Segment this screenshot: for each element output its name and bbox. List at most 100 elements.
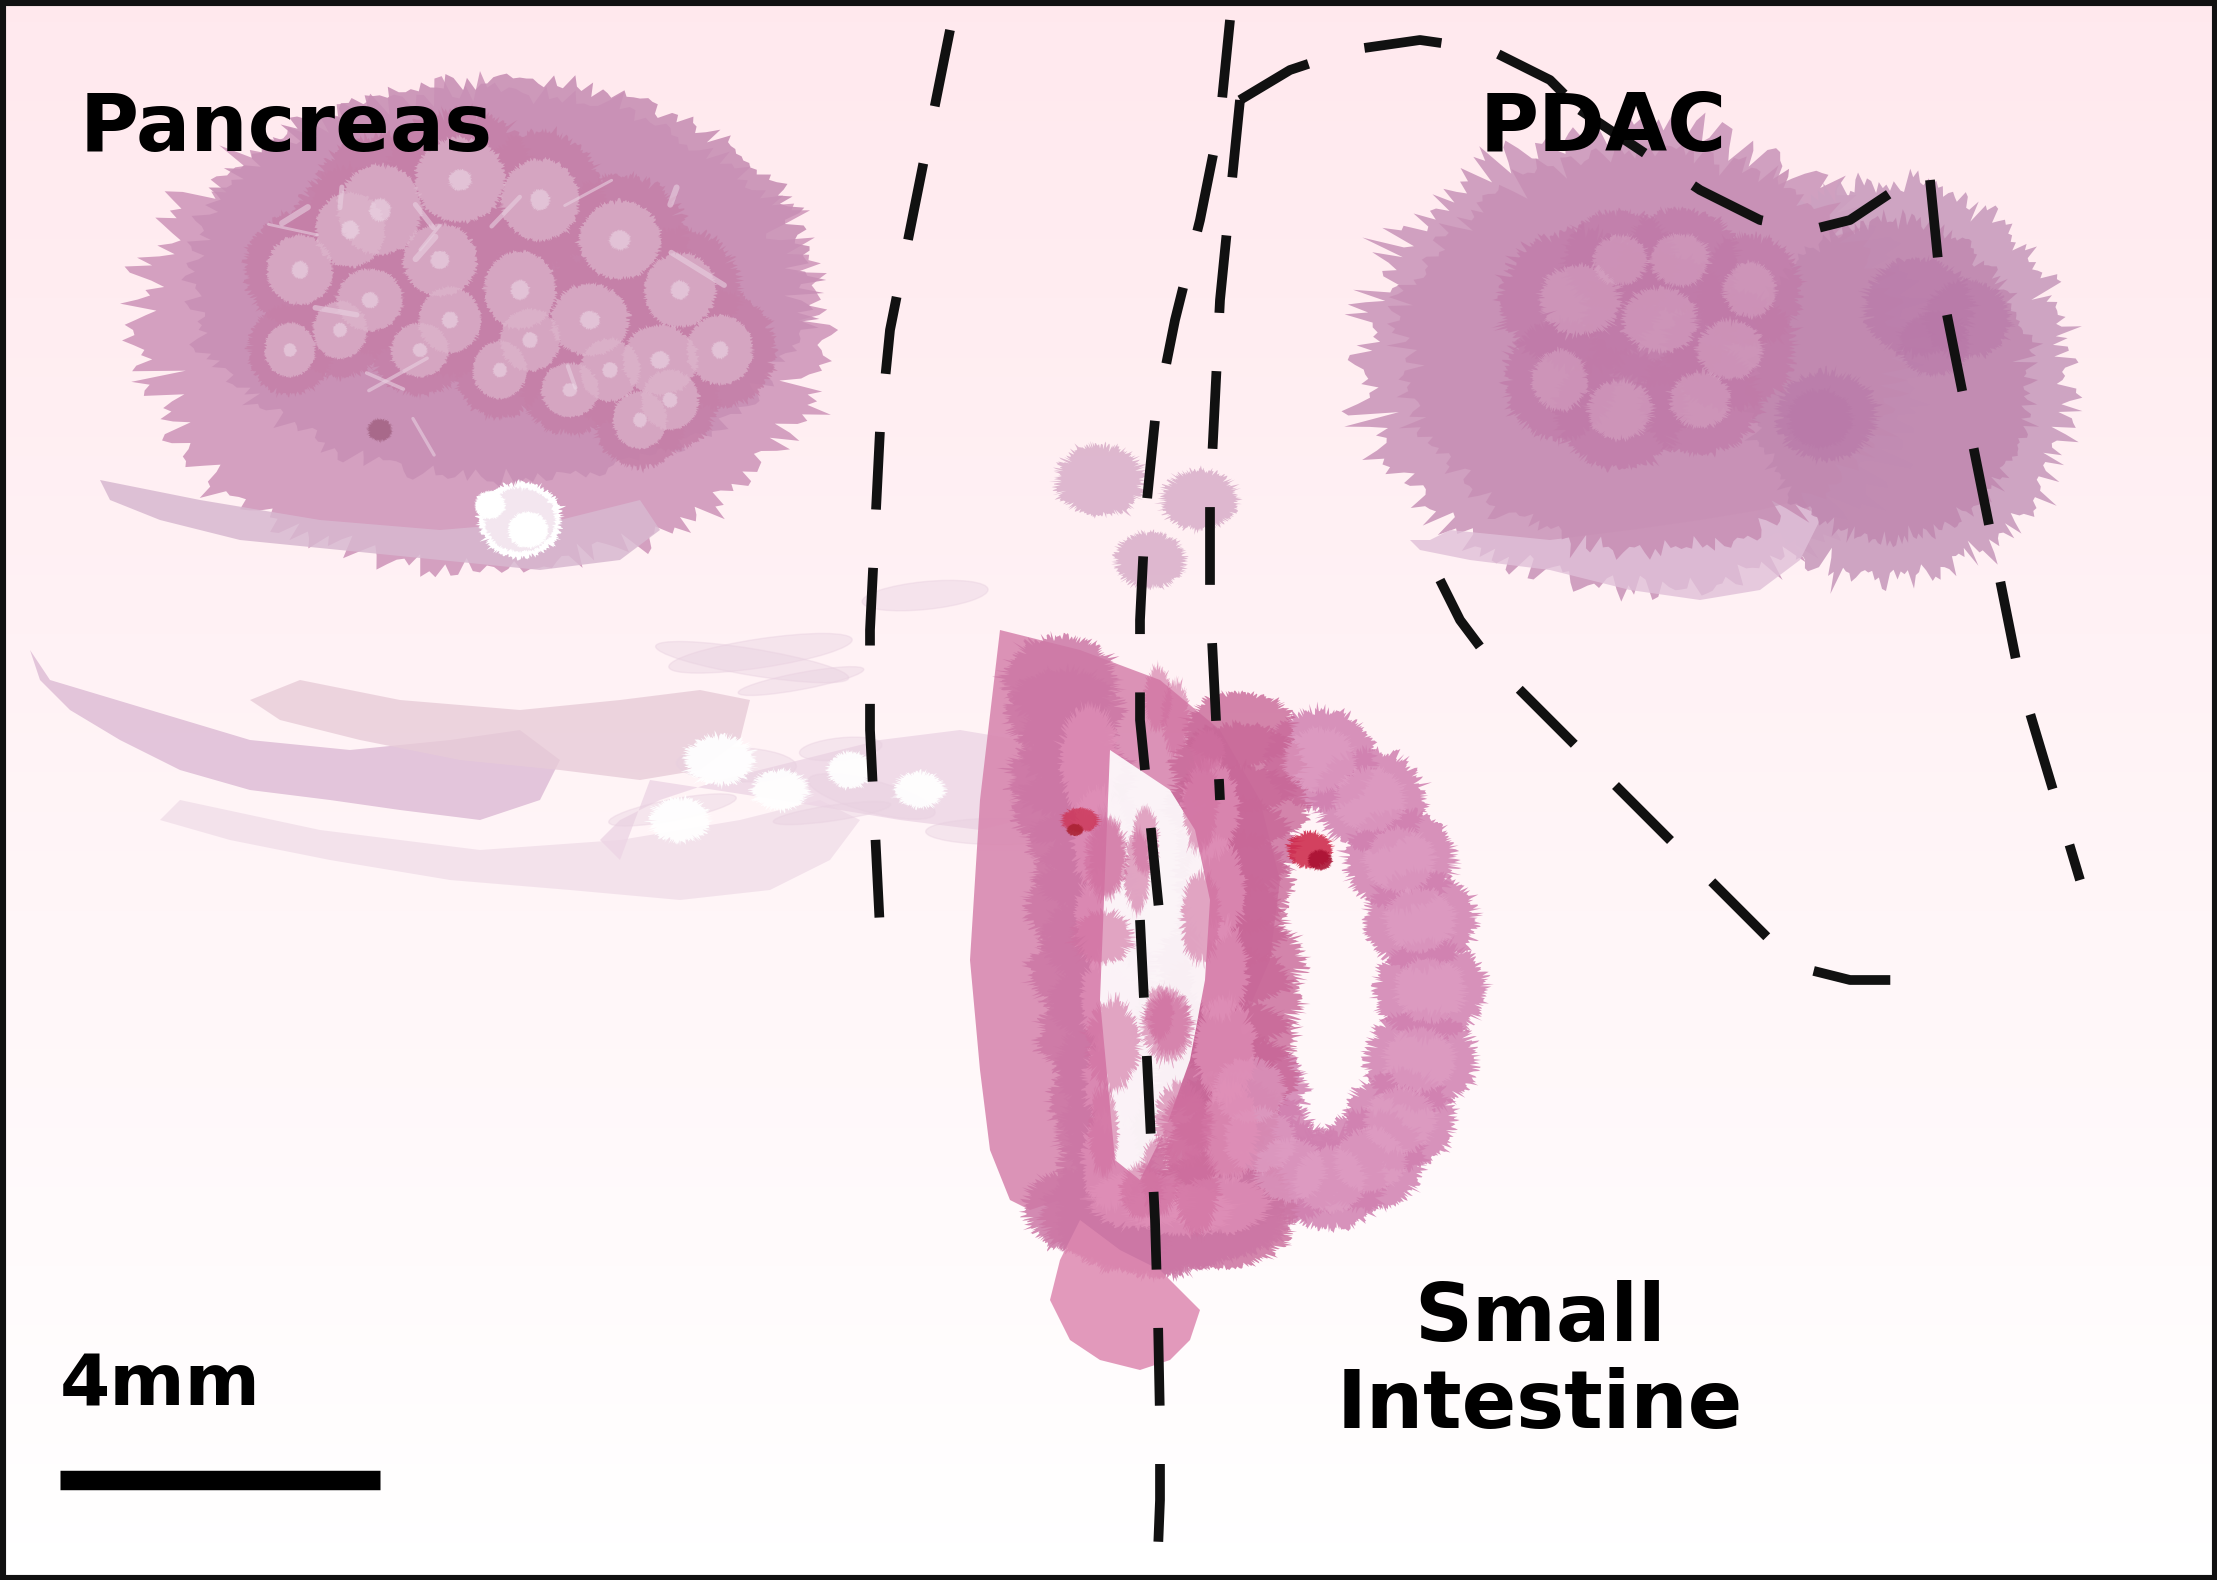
Polygon shape: [1148, 1147, 1293, 1237]
Polygon shape: [574, 198, 663, 281]
Bar: [0, 1245, 2217, 1264]
Bar: [0, 888, 2217, 908]
Polygon shape: [31, 649, 561, 820]
Polygon shape: [1199, 1164, 1301, 1255]
Polygon shape: [1197, 1085, 1321, 1194]
Polygon shape: [366, 417, 395, 444]
Polygon shape: [1222, 1104, 1301, 1177]
Polygon shape: [521, 332, 539, 349]
Polygon shape: [1137, 989, 1197, 1071]
Ellipse shape: [656, 641, 849, 683]
Bar: [0, 1204, 2217, 1224]
Polygon shape: [1142, 915, 1310, 1008]
Bar: [0, 0, 2217, 19]
Polygon shape: [290, 278, 388, 382]
Ellipse shape: [862, 580, 989, 611]
Polygon shape: [1064, 823, 1084, 837]
Bar: [0, 632, 2217, 651]
Polygon shape: [1064, 907, 1140, 972]
Polygon shape: [1696, 169, 2082, 594]
Polygon shape: [1171, 793, 1306, 897]
Bar: [0, 592, 2217, 611]
Polygon shape: [1038, 962, 1148, 1044]
Polygon shape: [561, 382, 579, 397]
Polygon shape: [1774, 365, 1882, 466]
Polygon shape: [1306, 1106, 1432, 1215]
Bar: [0, 316, 2217, 337]
Polygon shape: [1084, 814, 1131, 901]
Polygon shape: [1157, 1172, 1279, 1237]
Polygon shape: [825, 749, 876, 790]
Polygon shape: [971, 630, 1279, 1210]
Polygon shape: [1159, 1103, 1288, 1201]
Polygon shape: [1337, 807, 1463, 916]
Polygon shape: [1071, 864, 1140, 976]
Polygon shape: [1658, 284, 1805, 416]
Bar: [0, 1501, 2217, 1520]
Polygon shape: [1120, 1191, 1217, 1281]
Bar: [0, 830, 2217, 850]
Polygon shape: [1171, 872, 1293, 976]
Polygon shape: [670, 280, 689, 300]
Text: Pancreas: Pancreas: [80, 90, 492, 167]
Polygon shape: [1175, 755, 1244, 869]
Bar: [0, 771, 2217, 790]
Bar: [0, 750, 2217, 771]
Bar: [0, 493, 2217, 514]
Polygon shape: [264, 321, 317, 378]
Polygon shape: [1053, 1176, 1153, 1266]
Polygon shape: [1341, 112, 1942, 602]
Bar: [0, 1441, 2217, 1462]
Bar: [0, 553, 2217, 572]
Bar: [0, 79, 2217, 98]
Polygon shape: [607, 229, 632, 251]
Bar: [0, 730, 2217, 750]
Polygon shape: [1066, 1183, 1171, 1269]
Bar: [0, 58, 2217, 79]
Bar: [0, 809, 2217, 830]
Bar: [0, 908, 2217, 927]
Polygon shape: [1330, 1123, 1410, 1194]
Polygon shape: [401, 221, 479, 299]
Polygon shape: [1339, 1065, 1461, 1174]
Bar: [0, 1046, 2217, 1066]
Polygon shape: [1144, 983, 1195, 1062]
Polygon shape: [1155, 466, 1242, 536]
Polygon shape: [1153, 943, 1310, 1055]
Polygon shape: [1051, 1018, 1153, 1119]
Polygon shape: [1306, 848, 1335, 872]
Polygon shape: [614, 226, 745, 354]
Polygon shape: [619, 348, 723, 453]
Polygon shape: [481, 250, 559, 330]
Polygon shape: [1018, 806, 1135, 875]
Ellipse shape: [676, 747, 796, 782]
Polygon shape: [1009, 768, 1142, 850]
Polygon shape: [1142, 660, 1175, 736]
Text: Small
Intestine: Small Intestine: [1337, 1280, 1743, 1446]
Polygon shape: [650, 349, 672, 370]
Bar: [0, 1027, 2217, 1046]
Bar: [0, 1185, 2217, 1204]
Polygon shape: [335, 163, 426, 258]
Bar: [0, 1066, 2217, 1087]
Polygon shape: [1528, 346, 1590, 414]
Bar: [0, 474, 2217, 493]
Polygon shape: [1896, 310, 1973, 379]
Polygon shape: [497, 156, 581, 243]
Polygon shape: [1035, 896, 1142, 986]
Polygon shape: [120, 71, 838, 577]
Polygon shape: [1111, 529, 1188, 591]
Polygon shape: [474, 479, 565, 561]
Polygon shape: [539, 362, 601, 419]
Bar: [0, 1106, 2217, 1125]
Text: 4mm: 4mm: [60, 1351, 262, 1420]
Bar: [0, 790, 2217, 809]
Polygon shape: [441, 310, 459, 329]
Polygon shape: [430, 250, 450, 270]
Polygon shape: [412, 343, 428, 359]
Polygon shape: [368, 198, 392, 223]
Polygon shape: [1547, 348, 1694, 472]
Polygon shape: [1179, 828, 1248, 948]
Polygon shape: [579, 310, 601, 330]
Ellipse shape: [774, 801, 891, 825]
